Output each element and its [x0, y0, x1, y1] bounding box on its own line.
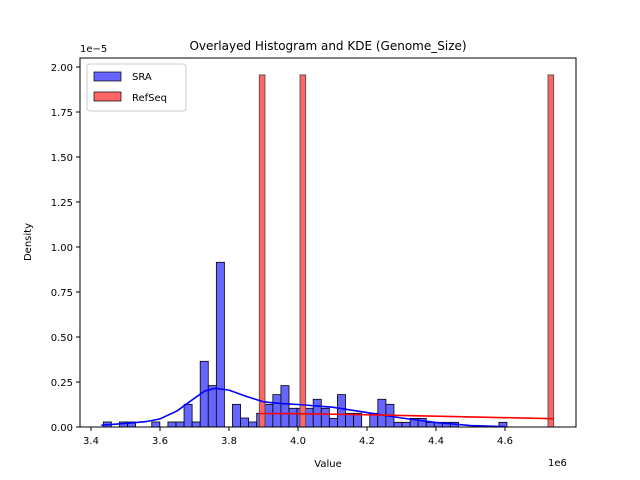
sra-bar: [280, 385, 290, 428]
y-tick-label: 0.25: [51, 378, 73, 389]
x-tick-label: 3.6: [152, 436, 168, 447]
x-tick-label: 4.0: [290, 436, 306, 447]
sra-bar: [183, 403, 193, 428]
sra-bar: [425, 421, 435, 428]
x-tick-label: 4.6: [497, 436, 513, 447]
sra-bar: [232, 403, 241, 428]
sra-bar: [167, 421, 177, 428]
sra-bar: [248, 421, 258, 428]
legend: SRA RefSeq: [86, 63, 187, 112]
y-tick-label: 0.00: [51, 423, 73, 434]
legend-label-refseq: RefSeq: [132, 93, 167, 104]
sra-bar: [175, 421, 185, 428]
sra-bar: [377, 398, 387, 428]
y-tick-label: 2.00: [51, 63, 73, 74]
x-tick-label: 3.8: [221, 436, 237, 447]
sra-bar: [207, 385, 217, 428]
sra-bar: [393, 421, 403, 428]
sra-bar: [191, 421, 201, 428]
sra-bar: [288, 407, 298, 428]
sra-kde-line: [101, 387, 506, 428]
chart-title: Overlayed Histogram and KDE (Genome_Size…: [189, 39, 466, 53]
plot-frame: [79, 57, 577, 428]
refseq-bar: [258, 74, 266, 428]
y-tick-label: 1.25: [51, 198, 73, 209]
sra-bar: [151, 421, 161, 428]
y-axis-label: Density: [23, 223, 34, 261]
sra-bar: [328, 417, 338, 428]
y-tick-label: 1.75: [51, 108, 73, 119]
legend-label-sra: SRA: [132, 72, 152, 83]
sra-bar: [215, 261, 225, 428]
x-offset-label: 1e6: [548, 458, 567, 469]
sra-bar: [272, 394, 282, 428]
sra-bar: [320, 407, 330, 428]
y-offset-label: 1e−5: [80, 44, 107, 55]
refseq-bar: [299, 74, 307, 428]
sra-bar: [304, 407, 314, 428]
y-tick-label: 0.75: [51, 288, 73, 299]
sra-bar: [337, 394, 346, 428]
refseq-kde-line: [259, 412, 554, 420]
x-axis-label: Value: [314, 459, 341, 470]
y-tick-label: 0.50: [51, 333, 73, 344]
legend-swatch-refseq: [93, 91, 122, 102]
sra-bar: [264, 403, 274, 428]
refseq-bar: [547, 74, 555, 428]
sra-bar: [240, 417, 250, 428]
y-tick-label: 1.50: [51, 153, 73, 164]
x-tick-label: 3.4: [83, 436, 99, 447]
x-tick-label: 4.4: [428, 436, 444, 447]
sra-bar: [345, 412, 354, 428]
sra-bar: [401, 421, 411, 428]
y-tick-label: 1.00: [51, 243, 73, 254]
x-tick-label: 4.2: [359, 436, 375, 447]
legend-swatch-sra: [93, 71, 122, 82]
